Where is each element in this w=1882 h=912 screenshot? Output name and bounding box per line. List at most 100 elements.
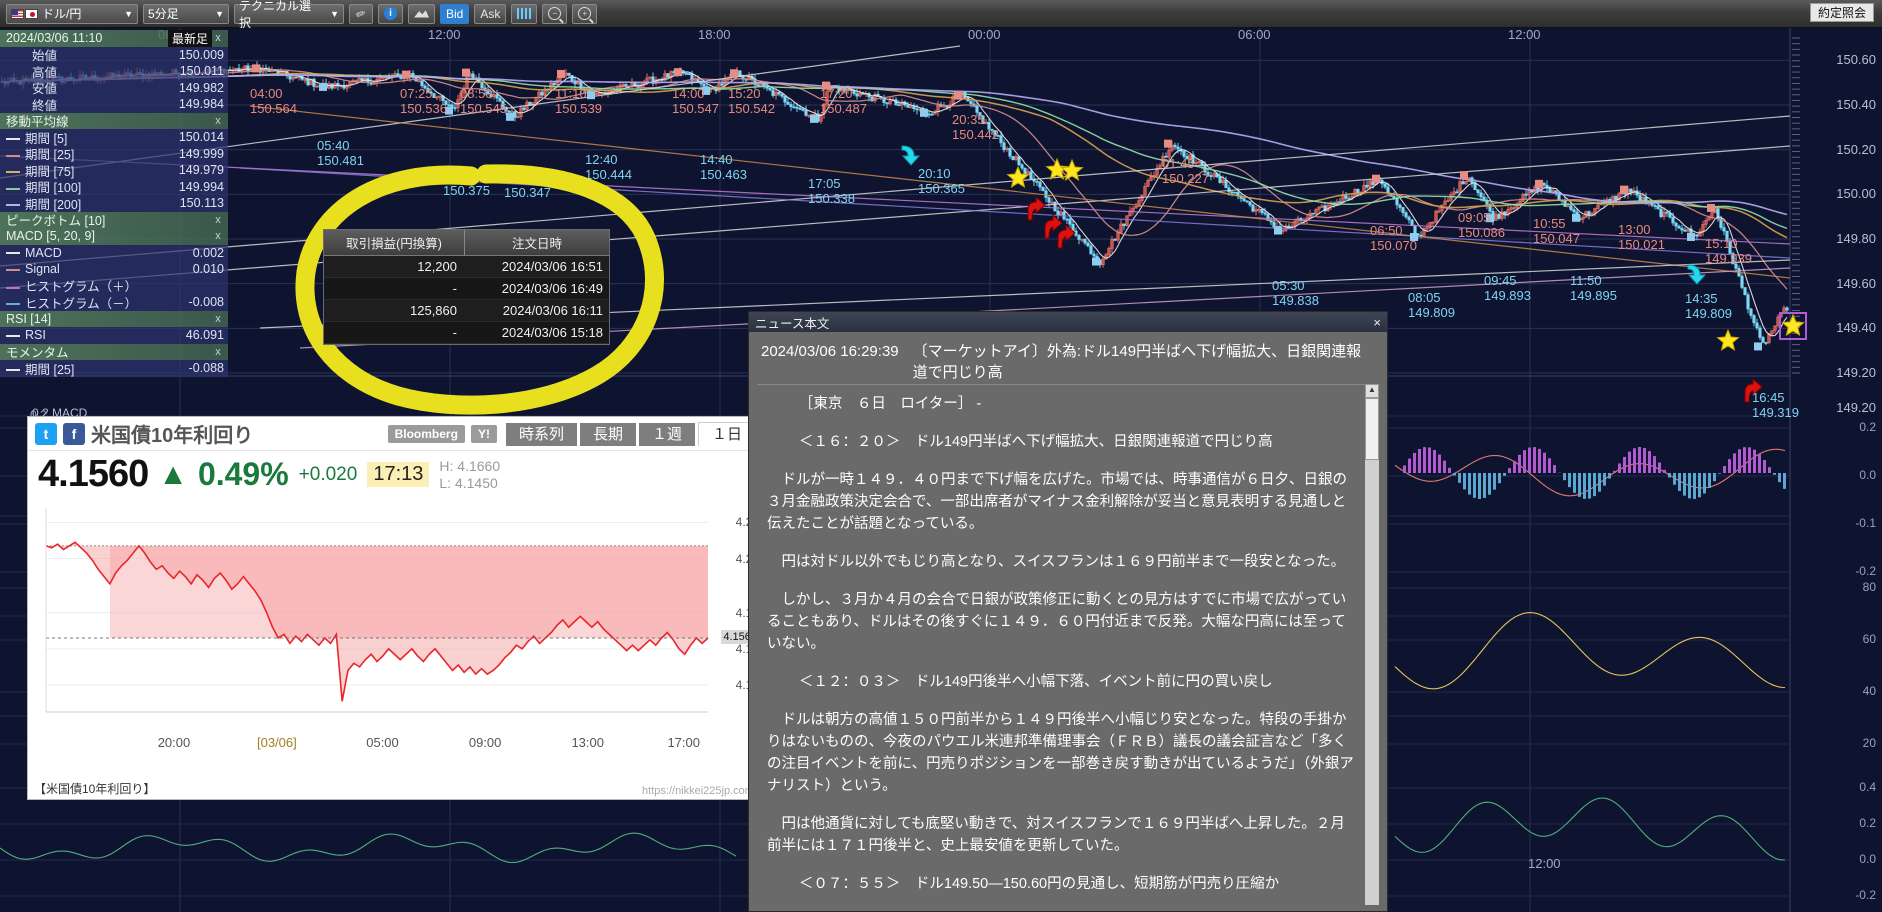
- peak-price: 150.547: [672, 101, 719, 116]
- peak-price: 149.893: [1484, 288, 1531, 303]
- peak-price: 150.487: [820, 101, 867, 116]
- time-tick: 12:00: [1508, 28, 1541, 42]
- peak-price: 150.481: [317, 153, 364, 168]
- bid-button[interactable]: Bid: [440, 3, 470, 24]
- cell-datetime: 2024/03/06 15:18: [501, 325, 603, 340]
- close-icon[interactable]: x: [215, 32, 221, 45]
- yield-chart-canvas: [45, 508, 709, 713]
- macd-histogram-bar: [1683, 473, 1686, 496]
- macd-histogram-bar: [1483, 473, 1486, 498]
- cell-pl: -: [452, 281, 457, 296]
- currency-pair-select[interactable]: ドル/円 ▼: [6, 3, 138, 24]
- macd-histogram-bar: [1478, 473, 1481, 499]
- info-row-value: 150.113: [179, 196, 224, 211]
- scroll-thumb[interactable]: [1365, 398, 1379, 460]
- info-row-value: -0.008: [188, 295, 224, 310]
- zoom-out-icon[interactable]: −: [542, 3, 568, 24]
- yield-tab-0[interactable]: 時系列: [505, 423, 577, 446]
- order-history-table[interactable]: 取引損益(円換算) 注文日時 12,200 2024/03/06 16:51 - 20…: [323, 229, 610, 345]
- peak-price: 149.838: [1272, 293, 1319, 308]
- main-toolbar: ドル/円 ▼ 5分足 ▼ テクニカル選択 ▼ ✏ i Bid Ask − + 約…: [0, 0, 1882, 30]
- table-row[interactable]: - 2024/03/06 15:18: [324, 322, 609, 344]
- macd-histogram-bar: [1488, 473, 1491, 495]
- macd-histogram-bar: [1468, 473, 1471, 495]
- table-row[interactable]: 12,200 2024/03/06 16:51: [324, 256, 609, 278]
- time-tick: 12:00: [428, 28, 461, 42]
- peak-bottom-label: 10:55 150.047: [1533, 216, 1580, 246]
- macd-histogram-bar: [1493, 473, 1496, 490]
- macd-histogram-bar: [1543, 452, 1546, 473]
- macd-rows: MACD 0.002 Signal 0.010 ヒストグラム（＋） ヒストグラム（－） -0…: [0, 244, 228, 311]
- peak-time: 11:10: [555, 86, 587, 101]
- ohlc-rows: 始値 150.009 高値 150.011 安値 149.982 終値 149.984: [0, 46, 228, 113]
- peak-price: 150.444: [585, 167, 632, 182]
- macd-histogram-bar: [1768, 467, 1771, 473]
- peak-time: 15:20: [728, 86, 761, 101]
- macd-histogram-bar: [1698, 473, 1701, 498]
- peak-bottom-label: 08:50 150.545: [460, 86, 507, 116]
- close-icon[interactable]: x: [215, 230, 221, 243]
- macd-histogram-bar: [1418, 448, 1421, 473]
- red-arrow-marker: [1744, 377, 1763, 403]
- yield-percent-change: 0.49%: [197, 456, 289, 492]
- macd-histogram-bar: [1613, 470, 1616, 473]
- peak-price: 150.347: [504, 185, 551, 200]
- currency-pair-label: ドル/円: [42, 7, 82, 21]
- macd-histogram-bar: [1633, 448, 1636, 473]
- macd-histogram-bar: [1408, 458, 1411, 473]
- info-row-label: 期間 [75]: [6, 161, 179, 180]
- news-datetime: 2024/03/06 16:29:39: [761, 343, 899, 360]
- info-row-value: -0.088: [188, 361, 224, 376]
- table-row[interactable]: 125,860 2024/03/06 16:11: [324, 300, 609, 322]
- close-icon[interactable]: x: [215, 312, 221, 325]
- info-icon[interactable]: i: [378, 3, 403, 24]
- peak-time: 20:35: [952, 112, 985, 127]
- yield-tab-2[interactable]: １週: [638, 423, 695, 446]
- sub-axis-tick: 20: [1862, 736, 1876, 750]
- macd-histogram-bar: [1548, 458, 1551, 473]
- scroll-up-icon[interactable]: ▲: [1365, 384, 1379, 398]
- peak-time: 07:25: [400, 86, 433, 101]
- red-arrow-marker: [1044, 213, 1063, 239]
- ask-button[interactable]: Ask: [474, 3, 507, 24]
- macd-histogram-bar: [1708, 473, 1711, 488]
- ma-section-header: 移動平均線 x: [0, 112, 228, 129]
- area-chart-icon[interactable]: [408, 3, 435, 24]
- peak-bottom-label: 17:05 150.338: [808, 176, 855, 206]
- yield-widget-tabs[interactable]: 時系列 長期 １週 １日: [503, 422, 756, 446]
- macd-histogram-bar: [1763, 460, 1766, 473]
- sub-axis-tick: 60: [1862, 632, 1876, 646]
- facebook-icon[interactable]: f: [63, 422, 85, 445]
- yield-x-tick: 13:00: [571, 735, 604, 750]
- star-marker: [1045, 157, 1069, 180]
- technical-select[interactable]: テクニカル選択 ▼: [234, 0, 344, 30]
- peak-price: 150.375: [443, 183, 490, 198]
- series-color-swatch: [6, 334, 20, 337]
- close-icon[interactable]: x: [215, 213, 221, 226]
- news-scrollbar[interactable]: ▲: [1365, 384, 1379, 905]
- news-paragraph-7: ＜０７：５５＞ ドル149.50―150.60円の見通し、短期筋が円売り圧縮か: [798, 876, 1280, 892]
- info-row: 期間 [200] 150.113: [0, 195, 228, 212]
- twitter-icon[interactable]: t: [35, 422, 57, 445]
- order-reference-button[interactable]: 約定照会: [1809, 3, 1874, 22]
- macd-histogram-bar: [1618, 463, 1621, 473]
- news-window[interactable]: ニュース本文 × 2024/03/06 16:29:39 〔マーケットアイ〕外為…: [748, 311, 1388, 912]
- cyan-arrow-marker: [901, 145, 921, 166]
- peak-price: 149.319: [1752, 405, 1799, 420]
- zoom-in-icon[interactable]: +: [572, 3, 598, 24]
- pencil-icon[interactable]: ✏: [349, 3, 373, 24]
- volume-bars-icon[interactable]: [511, 3, 538, 24]
- timeframe-select[interactable]: 5分足 ▼: [143, 3, 229, 24]
- close-icon[interactable]: x: [215, 345, 221, 358]
- info-row-label: 期間 [200]: [6, 194, 180, 213]
- macd-histogram-bar: [1623, 456, 1626, 473]
- peak-price: 149.809: [1408, 305, 1455, 320]
- close-icon[interactable]: x: [215, 114, 221, 127]
- us-treasury-yield-widget[interactable]: t f 米国債10年利回り Bloomberg Y! 時系列 長期 １週 １日 4.1…: [27, 416, 764, 800]
- yield-tab-3[interactable]: １日: [697, 422, 756, 446]
- yield-tab-1[interactable]: 長期: [579, 423, 636, 446]
- close-icon[interactable]: ×: [1373, 314, 1381, 330]
- sub-axis-tick: 40: [1862, 684, 1876, 698]
- table-row[interactable]: - 2024/03/06 16:49: [324, 278, 609, 300]
- cell-pl: -: [452, 325, 457, 340]
